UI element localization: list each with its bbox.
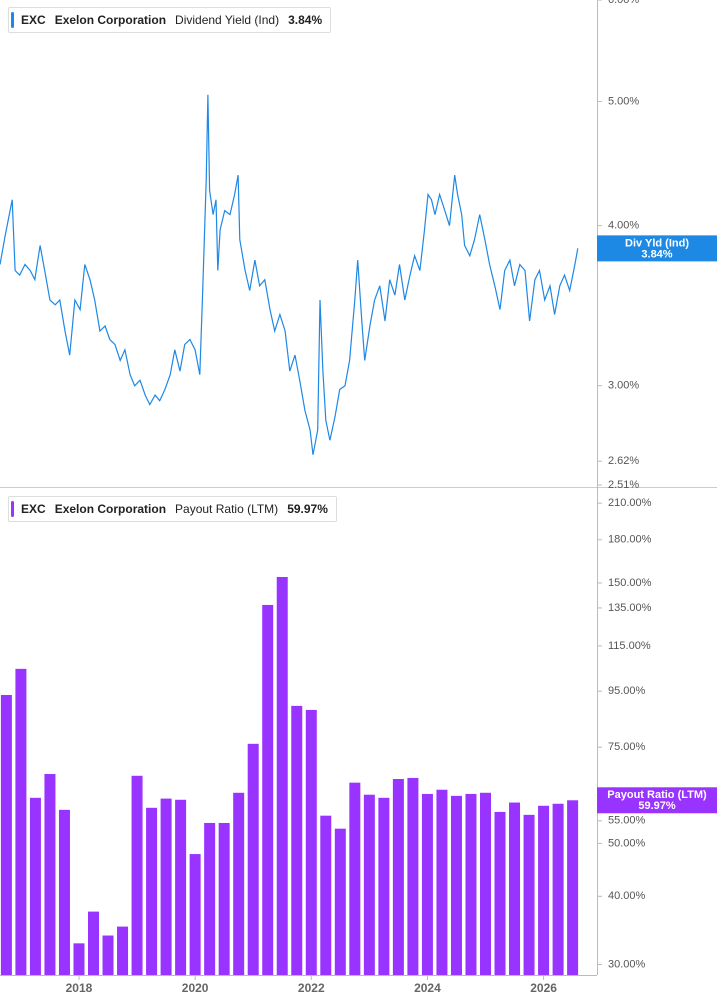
badge-value: 3.84% — [641, 248, 672, 260]
bar — [407, 777, 419, 975]
bar — [363, 794, 375, 975]
y-tick-label: 180.00% — [608, 534, 652, 546]
badge-value: 59.97% — [638, 800, 676, 812]
y-tick-label: 40.00% — [608, 890, 646, 902]
badge-label: Div Yld (Ind) — [625, 237, 689, 249]
bar — [262, 604, 274, 975]
bar — [450, 795, 462, 975]
bar — [421, 793, 433, 975]
bar — [276, 577, 288, 975]
bar — [131, 775, 143, 975]
bar — [233, 792, 245, 975]
bar — [523, 814, 535, 975]
bar — [160, 798, 172, 975]
x-tick-label: 2024 — [414, 981, 441, 995]
y-tick-label: 6.00% — [608, 0, 639, 6]
bar — [334, 828, 346, 975]
y-tick-label: 3.00% — [608, 380, 639, 392]
bar — [247, 743, 259, 975]
y-tick-label: 75.00% — [608, 741, 646, 753]
line — [0, 94, 579, 455]
legend-series: Dividend Yield (Ind) — [175, 13, 280, 27]
bar — [73, 943, 85, 975]
x-tick-label: 2020 — [182, 981, 209, 995]
y-tick-label: 55.00% — [608, 815, 646, 827]
bar — [494, 811, 506, 975]
x-tick-label: 2026 — [530, 981, 557, 995]
bar — [465, 793, 477, 975]
y-tick-label: 2.51% — [608, 479, 639, 491]
legend-series: Payout Ratio (LTM) — [175, 502, 279, 516]
x-tick-label: 2022 — [298, 981, 325, 995]
bar — [204, 822, 216, 975]
bar — [305, 709, 317, 975]
bar — [552, 803, 564, 975]
bar — [44, 774, 56, 975]
bar — [349, 782, 361, 975]
bar — [0, 695, 12, 975]
y-tick-label: 30.00% — [608, 958, 646, 970]
y-tick-label: 95.00% — [608, 685, 646, 697]
legend: EXC Exelon Corporation Dividend Yield (I… — [8, 7, 332, 33]
bar — [58, 809, 70, 975]
badge-label: Payout Ratio (LTM) — [607, 789, 707, 801]
ticker: EXC — [21, 13, 46, 27]
y-tick-label: 135.00% — [608, 602, 652, 614]
bar — [87, 911, 99, 975]
value-badge — [597, 235, 717, 262]
y-tick-label: 115.00% — [608, 640, 651, 652]
bar — [479, 792, 491, 975]
bar — [538, 805, 550, 975]
bar — [567, 800, 579, 975]
x-tick-label: 2018 — [66, 981, 93, 995]
legend-swatch — [11, 501, 14, 517]
bar — [509, 802, 521, 975]
y-tick-label: 5.00% — [608, 95, 639, 107]
y-tick-label: 210.00% — [608, 497, 652, 509]
legend-value: 59.97% — [287, 502, 328, 516]
bar — [378, 797, 390, 975]
bar — [218, 822, 230, 975]
value-badge — [597, 787, 717, 814]
company: Exelon Corporation — [54, 502, 167, 516]
bar — [29, 797, 41, 975]
bar — [146, 807, 158, 975]
legend-swatch — [11, 12, 14, 28]
bar — [15, 668, 27, 975]
y-tick-label: 4.00% — [608, 220, 639, 232]
y-tick-label: 50.00% — [608, 837, 646, 849]
legend-value: 3.84% — [288, 13, 323, 27]
bar — [291, 705, 303, 975]
bar — [102, 935, 114, 975]
y-tick-label: 150.00% — [608, 577, 652, 589]
bar — [320, 815, 332, 975]
y-tick-label: 2.62% — [608, 455, 639, 467]
bar — [175, 799, 187, 975]
legend: EXC Exelon Corporation Payout Ratio (LTM… — [8, 496, 337, 522]
bar — [189, 854, 201, 975]
bar — [392, 779, 404, 975]
bar — [117, 926, 129, 975]
company: Exelon Corporation — [54, 13, 167, 27]
bar — [436, 789, 448, 975]
ticker: EXC — [21, 502, 46, 516]
